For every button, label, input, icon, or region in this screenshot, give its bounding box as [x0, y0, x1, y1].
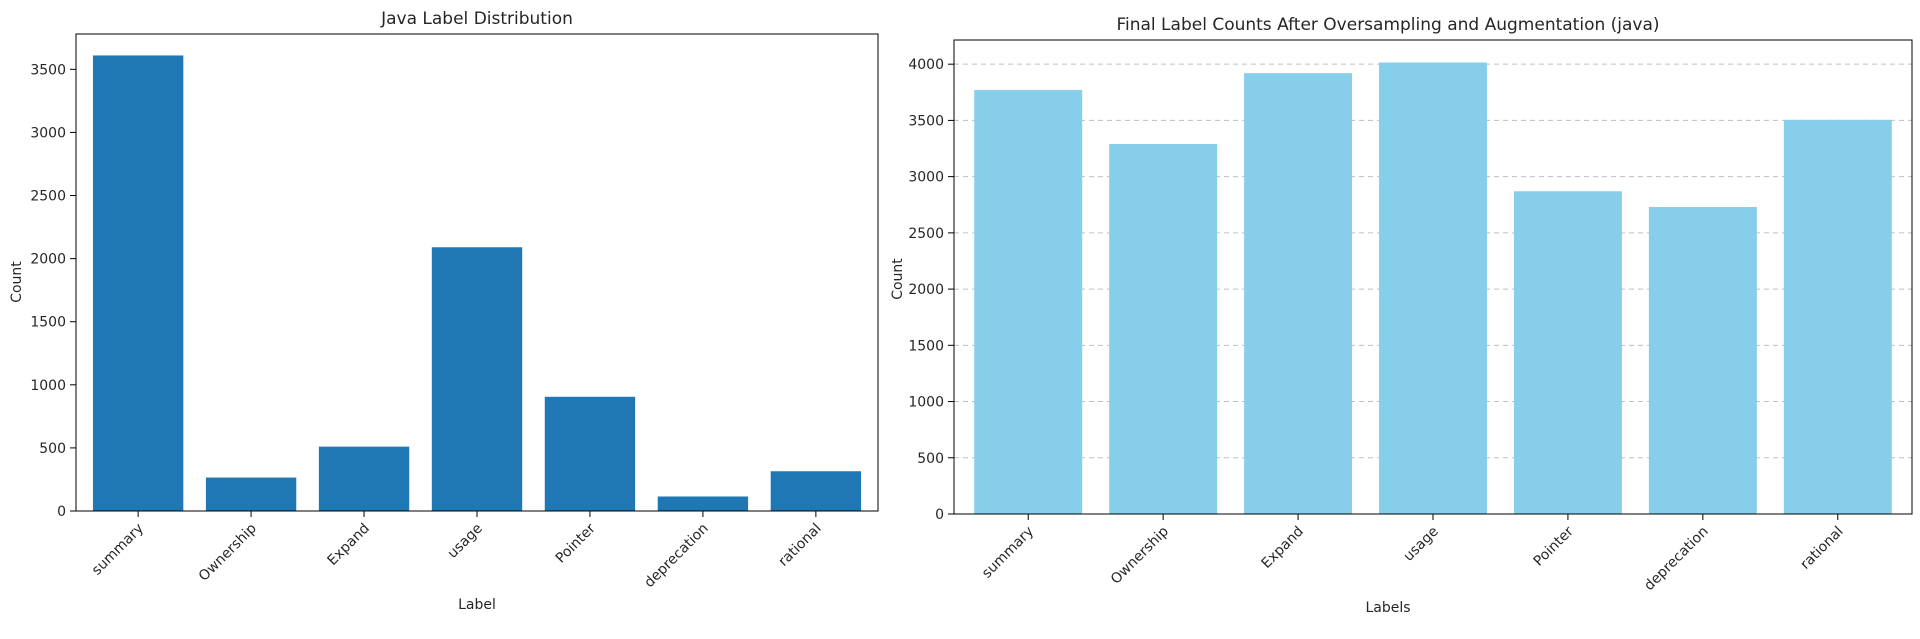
- x-tick-label: summary: [89, 521, 147, 579]
- bar-ownership: [205, 477, 297, 511]
- y-tick-label: 0: [935, 507, 944, 523]
- y-tick-label: 3500: [908, 113, 944, 129]
- x-tick-label: deprecation: [641, 521, 711, 591]
- bar-rational: [1783, 119, 1892, 514]
- bar-pointer: [544, 396, 636, 511]
- bar-usage: [431, 247, 523, 511]
- y-tick-label: 0: [57, 504, 66, 520]
- x-tick-label: usage: [445, 521, 486, 562]
- y-axis-label: Count: [890, 258, 906, 300]
- y-tick-label: 2000: [908, 282, 944, 298]
- chart-title: Java Label Distribution: [380, 9, 573, 29]
- y-tick-label: 3000: [30, 125, 66, 141]
- x-tick-label: Ownership: [1108, 523, 1172, 587]
- x-tick-label: Pointer: [553, 520, 599, 566]
- y-tick-label: 3000: [908, 170, 944, 186]
- x-tick-label: Expand: [1259, 524, 1307, 572]
- y-tick-label: 2500: [908, 226, 944, 242]
- y-tick-label: 2000: [30, 252, 66, 268]
- x-tick-label: usage: [1401, 524, 1442, 565]
- x-tick-label: Expand: [325, 521, 373, 569]
- bar-ownership: [1109, 144, 1218, 514]
- y-tick-label: 1500: [30, 315, 66, 331]
- bar-usage: [1379, 62, 1487, 515]
- x-tick-label: rational: [775, 521, 824, 570]
- bar-summary: [974, 90, 1083, 515]
- x-axis-label: Label: [458, 597, 496, 613]
- y-tick-label: 500: [39, 441, 66, 457]
- y-tick-label: 1000: [30, 378, 66, 394]
- bar-deprecation: [657, 496, 749, 511]
- y-tick-label: 3500: [30, 62, 66, 78]
- x-tick-label: deprecation: [1641, 524, 1711, 594]
- chart-java-label-distribution: Java Label Distribution Count Label 0 500…: [9, 9, 879, 613]
- bar-rational: [770, 471, 862, 511]
- y-axis-label: Count: [9, 261, 25, 303]
- y-tick-label: 1500: [908, 338, 944, 354]
- bar-summary: [92, 55, 184, 511]
- chart-title: Final Label Counts After Oversampling an…: [1116, 15, 1659, 35]
- x-axis-label: Labels: [1365, 600, 1410, 616]
- bar-expand: [318, 446, 410, 511]
- x-tick-label: Pointer: [1531, 523, 1577, 569]
- y-tick-label: 500: [917, 451, 944, 467]
- bar-expand: [1244, 73, 1353, 514]
- bar-deprecation: [1648, 206, 1757, 514]
- chart-final-label-counts: Final Label Counts After Oversampling an…: [890, 15, 1913, 616]
- x-tick-label: rational: [1797, 524, 1846, 573]
- x-tick-label: Ownership: [196, 520, 260, 584]
- x-tick-label: summary: [979, 524, 1037, 582]
- y-tick-label: 2500: [30, 189, 66, 205]
- y-tick-label: 1000: [908, 395, 944, 411]
- bar-pointer: [1513, 191, 1622, 514]
- y-tick-label: 4000: [908, 57, 944, 73]
